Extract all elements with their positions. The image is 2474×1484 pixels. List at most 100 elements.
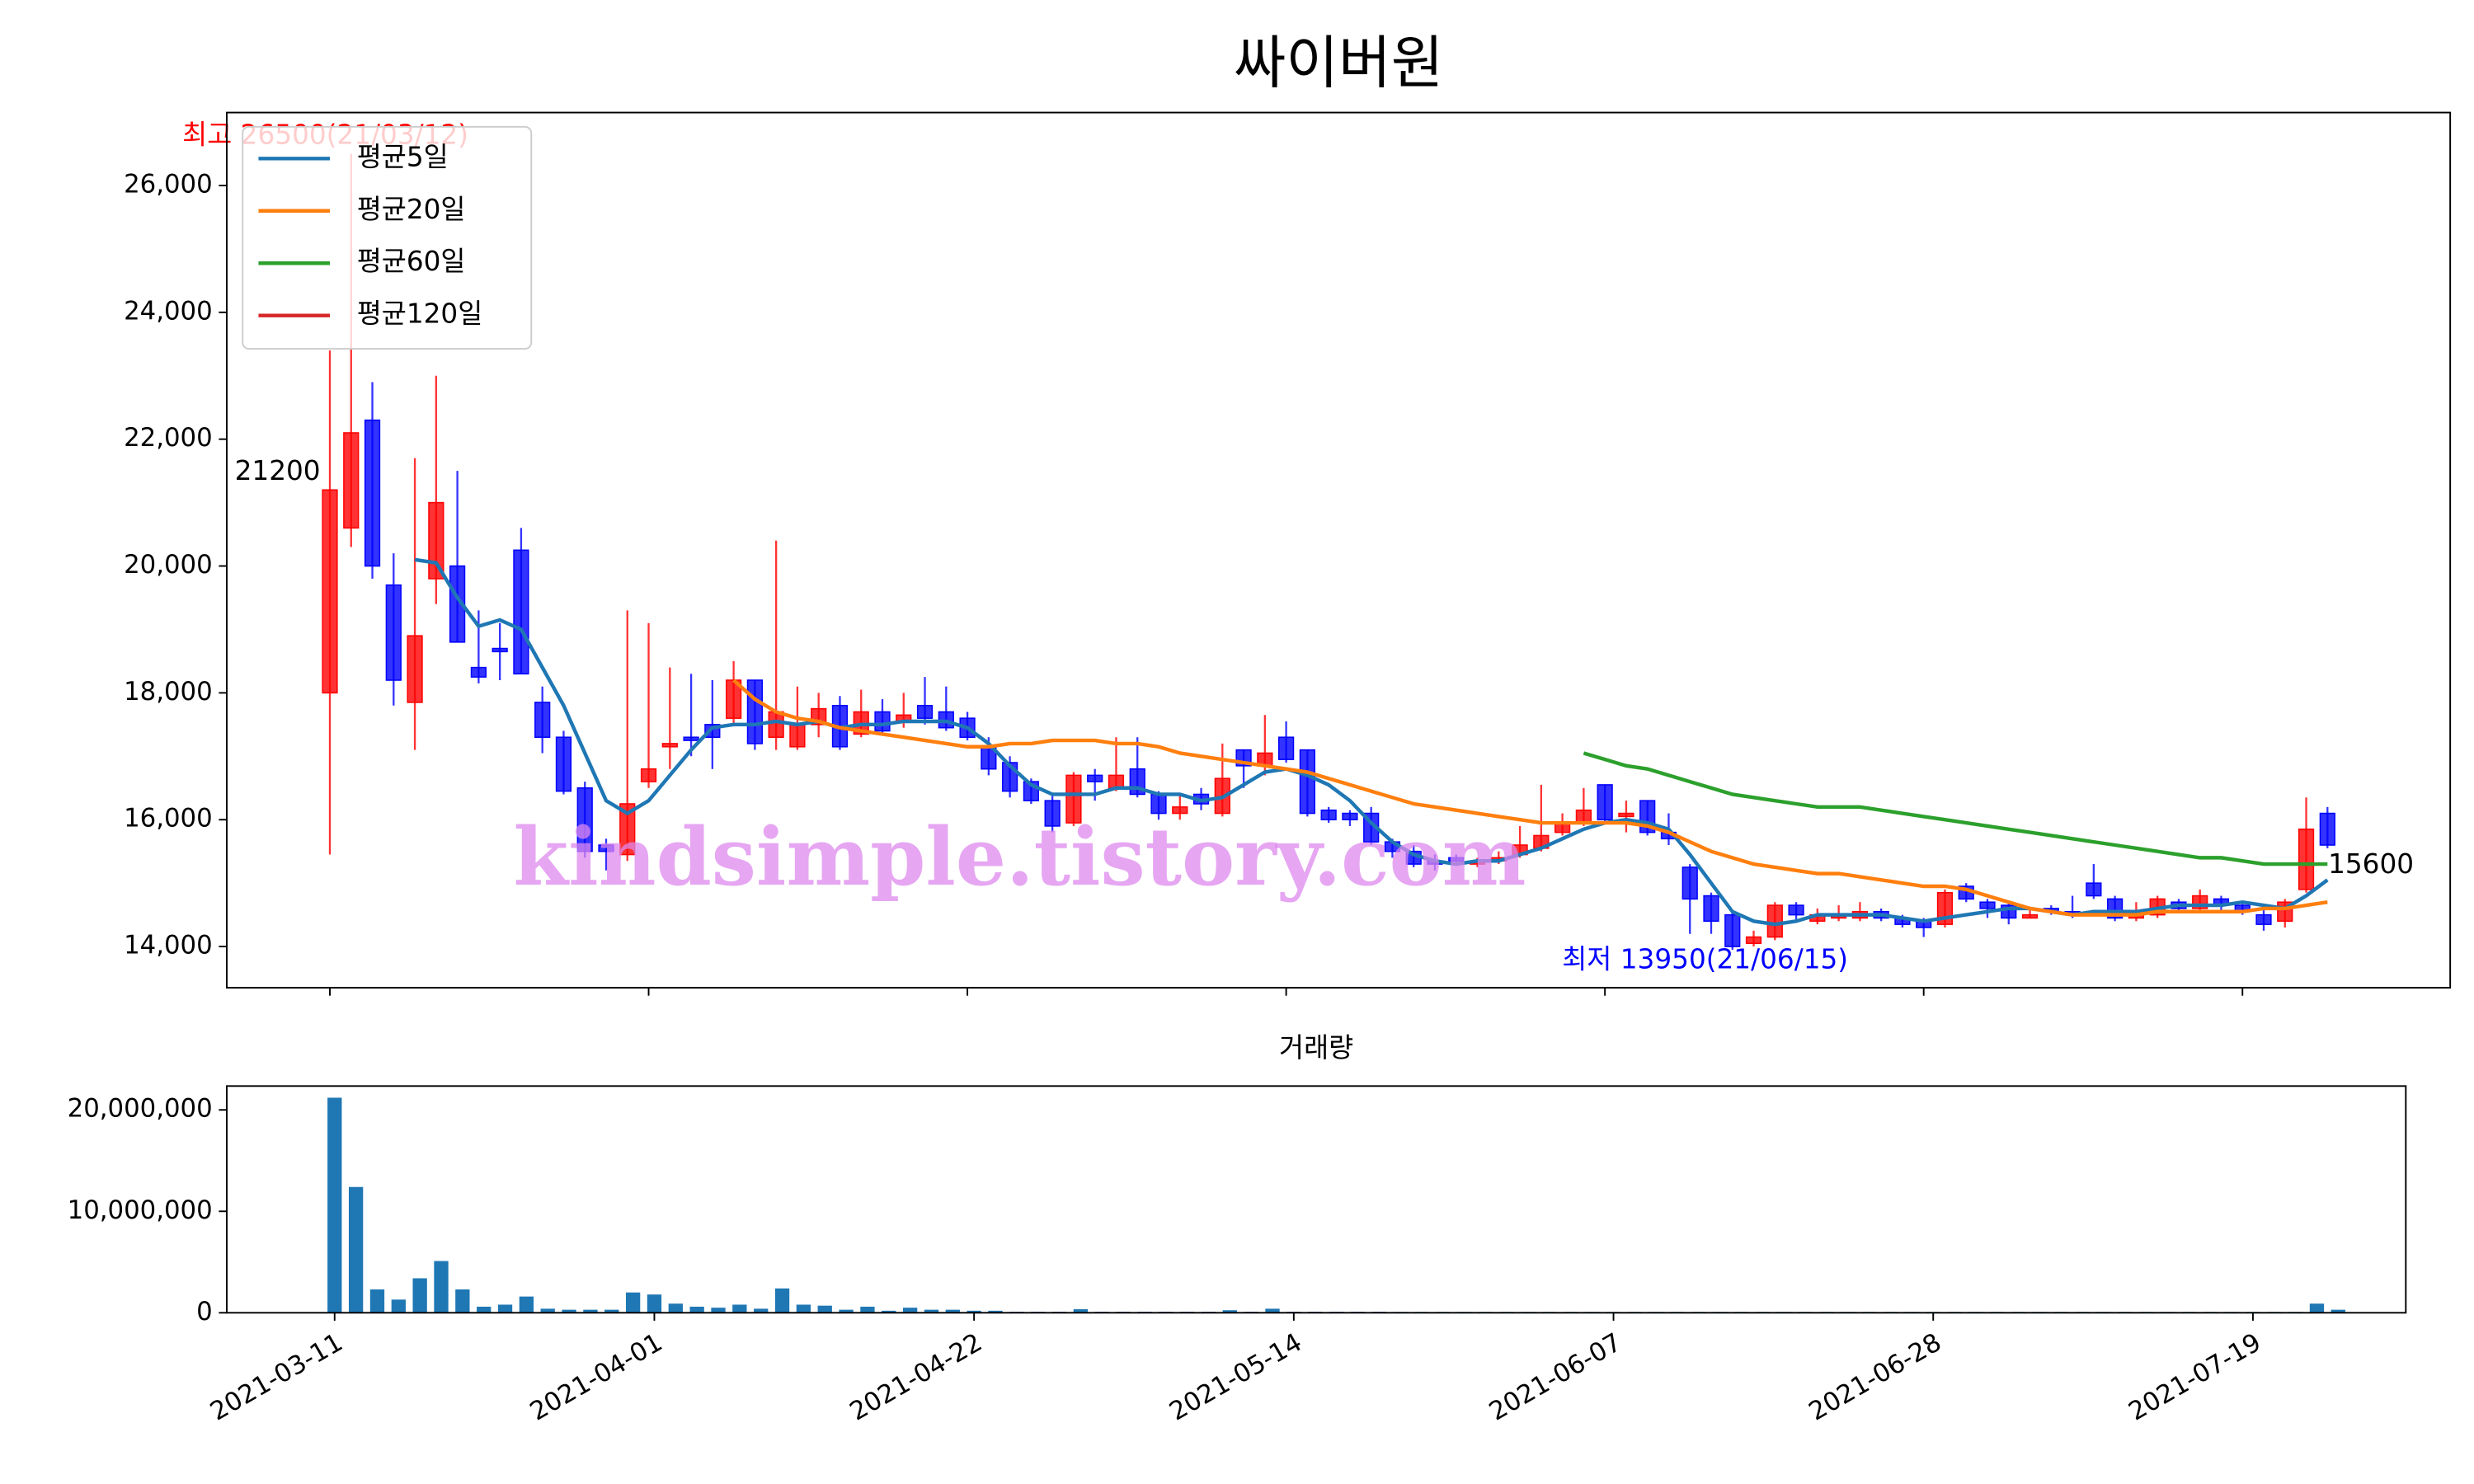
candle-body	[322, 489, 338, 694]
candle-body	[2021, 913, 2039, 919]
candle-body	[1108, 774, 1125, 789]
volume-bar	[348, 1186, 364, 1313]
volume-bar	[2331, 1309, 2345, 1313]
candle-body	[1745, 936, 1762, 944]
volume-bar	[497, 1304, 513, 1313]
y-tick-label: 22,000	[124, 423, 213, 453]
volume-bar	[924, 1309, 939, 1313]
candle-body	[428, 501, 444, 580]
candle-body	[746, 679, 763, 744]
annotation-first: 21200	[235, 455, 321, 486]
candle-body	[2086, 882, 2102, 897]
candle-body	[513, 549, 529, 675]
volume-bar	[434, 1261, 449, 1313]
volume-bar	[668, 1303, 683, 1313]
candle-body	[789, 724, 806, 748]
y-tick-label: 26,000	[124, 170, 213, 200]
candle-body	[726, 679, 742, 719]
volume-bar	[839, 1309, 854, 1313]
volume-bar	[732, 1304, 747, 1313]
volume-bar	[711, 1308, 726, 1313]
candle-body	[1065, 774, 1082, 824]
volume-bar	[391, 1299, 406, 1313]
y-tick-label: 16,000	[124, 804, 213, 834]
candle-body	[619, 803, 636, 856]
annotation-last: 15600	[2328, 848, 2414, 880]
y-tick-label: 20,000,000	[68, 1094, 213, 1124]
candle-body	[1320, 809, 1337, 820]
candle-body	[343, 432, 360, 529]
volume-bar	[945, 1309, 960, 1313]
legend-label: 평균20일	[357, 194, 466, 225]
volume-title: 거래량	[1279, 1032, 1353, 1064]
volume-bar	[2309, 1303, 2325, 1313]
volume-bar	[817, 1305, 832, 1313]
volume-bar	[477, 1306, 492, 1313]
candle-body	[2255, 913, 2272, 925]
candle-body	[407, 635, 423, 703]
candle-body	[449, 565, 466, 643]
y-tick-label: 10,000,000	[68, 1195, 213, 1225]
candle-body	[1044, 800, 1061, 827]
volume-bar	[583, 1309, 598, 1313]
volume-bar	[774, 1288, 790, 1313]
candle-body	[470, 666, 487, 678]
candle-body	[1724, 913, 1741, 947]
candle-body	[874, 711, 891, 732]
candle-body	[364, 419, 381, 567]
volume-bar	[455, 1289, 470, 1313]
candle-body	[492, 647, 508, 653]
candle-body	[576, 787, 593, 852]
legend-box	[242, 125, 533, 350]
volume-bar	[327, 1097, 342, 1313]
y-tick-label: 0	[196, 1297, 213, 1327]
candle-body	[1278, 736, 1295, 760]
volume-bar	[540, 1308, 555, 1313]
volume-bar	[754, 1308, 769, 1313]
ma-line	[1583, 751, 2328, 866]
volume-bar	[1265, 1308, 1280, 1313]
volume-bar	[860, 1306, 875, 1313]
candle-body	[1703, 895, 1719, 923]
candle-body	[640, 768, 657, 782]
candle-body	[598, 844, 614, 852]
legend-label: 평균120일	[357, 298, 483, 330]
volume-bar	[796, 1304, 811, 1313]
watermark: kindsimple.tistory.com	[514, 810, 1526, 904]
volume-bar	[1073, 1309, 1089, 1313]
volume-bar	[625, 1292, 641, 1313]
volume-bar	[412, 1278, 427, 1313]
candle-body	[1342, 812, 1358, 820]
candle-body	[1681, 866, 1698, 900]
annotation-low: 최저 13950(21/06/15)	[1562, 943, 1848, 974]
chart-title: 싸이버원	[1234, 31, 1444, 96]
candle-body	[1618, 812, 1634, 818]
y-tick-label: 14,000	[124, 931, 213, 960]
candle-body	[534, 702, 551, 738]
candle-body	[768, 711, 784, 739]
y-tick-label: 18,000	[124, 677, 213, 707]
legend-label: 평균5일	[357, 141, 449, 172]
volume-bar	[988, 1310, 1003, 1313]
volume-bar	[562, 1309, 576, 1313]
candle-body	[1575, 809, 1592, 824]
candle-body	[1299, 749, 1315, 815]
volume-bar	[604, 1309, 619, 1313]
volume-bar	[369, 1289, 385, 1313]
plot-frame	[226, 111, 2452, 989]
candle-body	[1788, 904, 1804, 916]
candle-body	[1087, 774, 1103, 782]
y-tick-label: 24,000	[124, 296, 213, 326]
ma-line	[414, 557, 2329, 927]
candle-body	[1766, 904, 1783, 938]
candle-body	[1448, 857, 1465, 862]
volume-bar	[882, 1310, 896, 1313]
volume-bar	[902, 1308, 918, 1313]
legend-label: 평균60일	[357, 246, 466, 277]
y-tick-label: 20,000	[124, 550, 213, 580]
volume-bar	[519, 1296, 534, 1313]
candle-body	[1597, 784, 1613, 820]
volume-bar	[647, 1294, 662, 1313]
volume-bar	[967, 1310, 981, 1313]
